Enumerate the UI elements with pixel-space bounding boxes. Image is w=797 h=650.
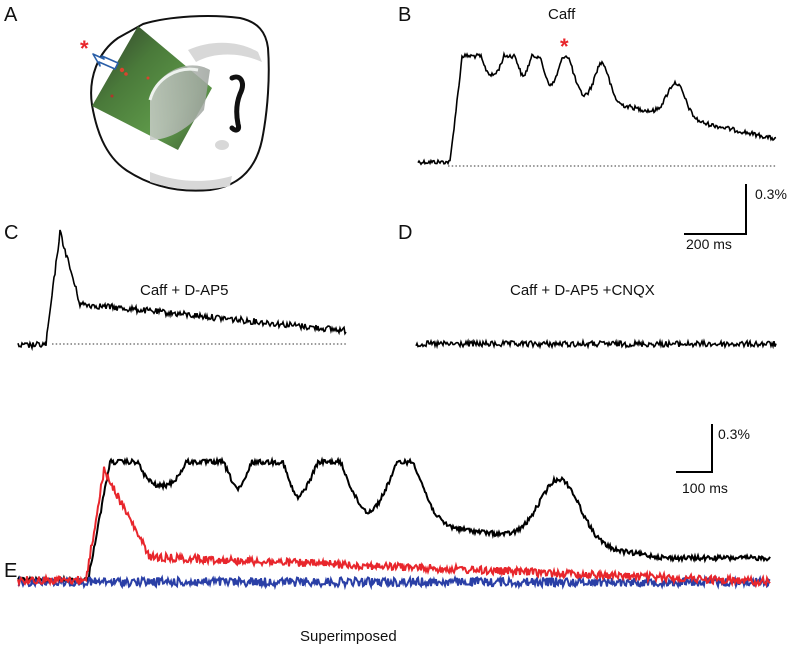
panel-letter-b: B: [398, 4, 412, 26]
lateral-ventricle-stroke: [229, 74, 245, 133]
ventricle-spot: [215, 140, 229, 150]
panel-e-caff-trace: [17, 456, 771, 585]
panel-d-cnqx-trace: [415, 338, 777, 350]
imaging-window: [92, 26, 212, 150]
white-matter-lower: [150, 172, 232, 190]
panel-a-asterisk-marker: *: [80, 36, 89, 61]
panel-e-caption: Superimposed: [300, 628, 397, 645]
panel-c-dap5-trace: [17, 229, 347, 352]
brain-slice-illustration: [90, 15, 270, 192]
panel-b-caff-trace: [417, 50, 777, 166]
panel-b-asterisk-marker: *: [560, 34, 569, 59]
panel-letter-c: C: [4, 222, 19, 244]
scalebar-bottom-time: 100 ms: [682, 480, 728, 496]
panel-c-title: Caff + D-AP5: [140, 282, 229, 299]
scalebar-top-amplitude: 0.3%: [755, 186, 787, 202]
white-matter-band: [188, 42, 262, 62]
panel-letter-a: A: [4, 4, 18, 26]
scalebar-top-time: 200 ms: [686, 236, 732, 252]
panel-e-cnqx-trace: [17, 574, 771, 591]
panel-c-trace-group: [17, 229, 347, 352]
panel-letter-d: D: [398, 222, 413, 244]
scalebar-top: [684, 184, 747, 235]
scalebar-bottom-amplitude: 0.3%: [718, 426, 750, 442]
panel-e-dap5-trace: [17, 466, 771, 589]
stimulation-arrow-icon: [92, 53, 119, 70]
panel-letter-e: E: [4, 560, 18, 582]
panel-b-trace-group: [417, 50, 777, 167]
panel-b-title: Caff: [548, 6, 576, 23]
scalebar-bottom: [676, 424, 713, 473]
panel-d-title: Caff + D-AP5 +CNQX: [510, 282, 655, 299]
